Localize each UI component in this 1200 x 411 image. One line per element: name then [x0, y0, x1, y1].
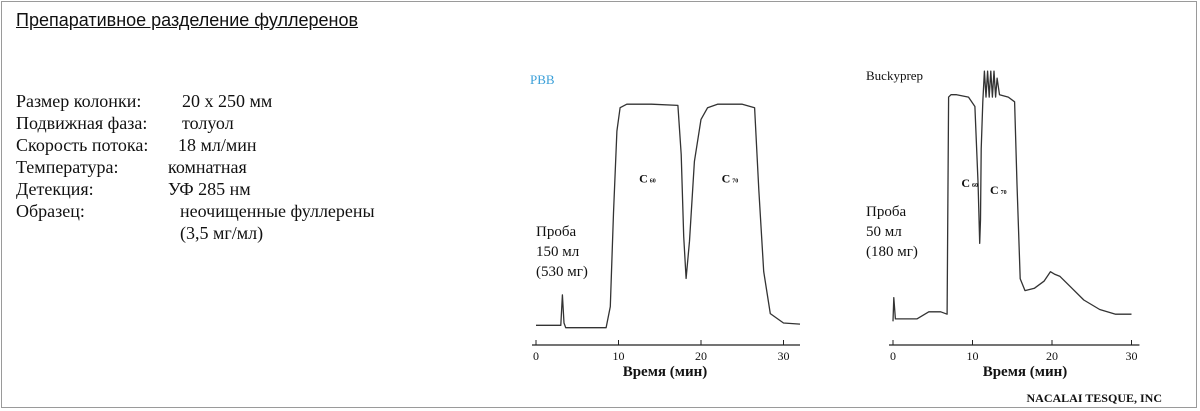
param-value: 20 x 250 мм	[182, 91, 273, 111]
param-value: неочищенные фуллерены	[180, 201, 375, 221]
param-value: толуол	[182, 113, 234, 133]
param-label: Скорость потока:	[16, 135, 149, 155]
sample-label-line: Проба	[866, 204, 906, 220]
param-value: УФ 285 нм	[168, 179, 251, 199]
x-tick-label: 30	[778, 349, 790, 363]
x-axis-title: Время (мин)	[623, 364, 708, 380]
chromatogram-buckyprep: Buckyprep Проба 50 мл (180 мг) Время (ми…	[866, 68, 1140, 380]
sample-label-line: (530 мг)	[536, 264, 588, 280]
column-label: Buckyprep	[866, 68, 923, 83]
credit-label: NACALAI TESQUE, INC	[1027, 391, 1162, 405]
param-label: Размер колонки:	[16, 91, 142, 111]
x-tick-label: 0	[890, 349, 896, 363]
param-value: 18 мл/мин	[178, 135, 257, 155]
x-axis-title: Время (мин)	[983, 364, 1068, 380]
param-label: Подвижная фаза:	[16, 113, 148, 133]
param-label: Образец:	[16, 201, 85, 221]
peak-label: C 60	[961, 176, 978, 190]
x-tick-label: 30	[1126, 349, 1138, 363]
sample-label-line: Проба	[536, 224, 576, 240]
chromatogram-pbb: PBB Проба 150 мл (530 мг) Время (мин) 0 1…	[530, 72, 801, 380]
sample-label-line: 150 мл	[536, 244, 580, 260]
slide-title: Препаративное разделение фуллеренов	[16, 10, 359, 30]
peak-label: C 70	[990, 183, 1007, 197]
param-value: (3,5 мг/мл)	[180, 223, 264, 243]
param-label: Детекция:	[16, 179, 94, 199]
chromatogram-trace	[536, 103, 801, 329]
x-tick-label: 10	[613, 349, 625, 363]
sample-label-line: (180 мг)	[866, 244, 918, 260]
param-label: Температура:	[16, 157, 119, 177]
column-label: PBB	[530, 72, 555, 87]
x-tick-label: 10	[967, 349, 979, 363]
x-tick-label: 20	[1046, 349, 1058, 363]
sample-label-line: 50 мл	[866, 224, 902, 240]
chromatogram-trace	[892, 70, 1132, 322]
x-tick-label: 20	[695, 349, 707, 363]
param-value: комнатная	[168, 157, 247, 177]
x-tick-label: 0	[533, 349, 539, 363]
peak-label: C 70	[722, 172, 739, 186]
peak-label: C 60	[639, 172, 656, 186]
